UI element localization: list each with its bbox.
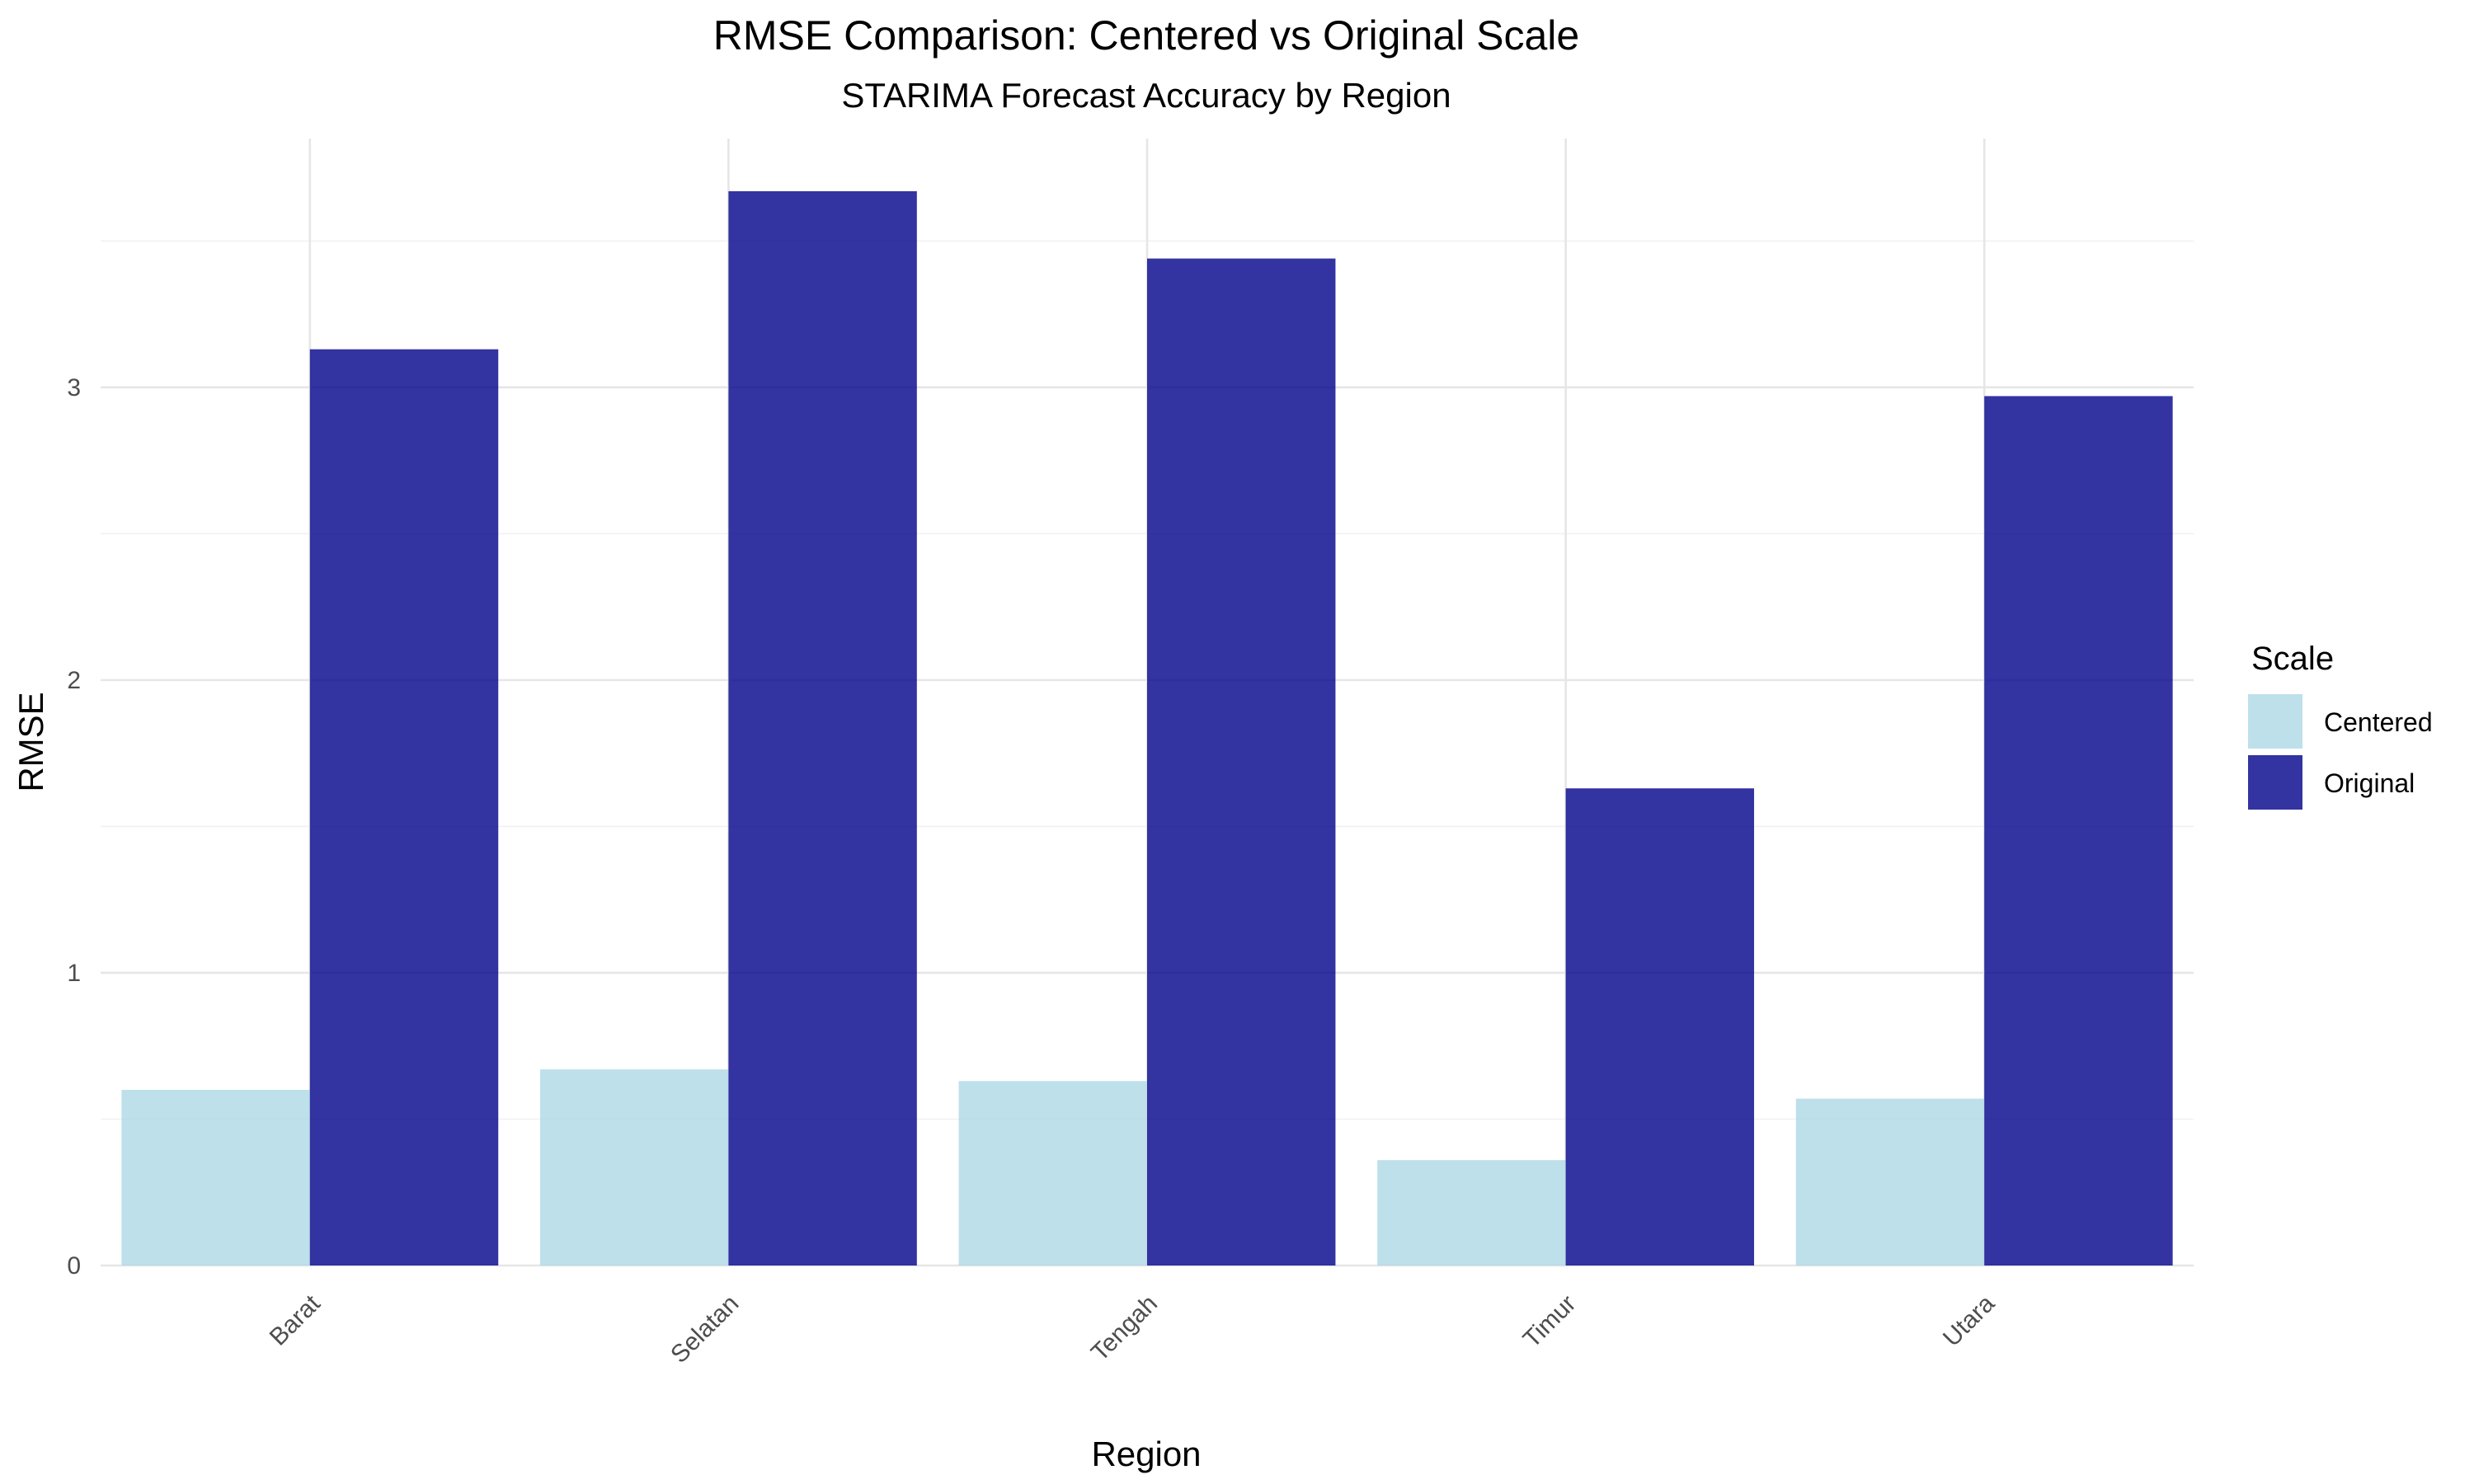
y-axis-ticks: 0 1 2 3 [67,374,81,1280]
x-axis-ticks: Barat Selatan Tengah Timur Utara [265,1289,2001,1369]
legend-label-original: Original [2324,768,2415,798]
bar-original-barat [309,349,499,1266]
x-tick-label: Selatan [666,1290,744,1369]
bar-original-timur [1565,788,1755,1266]
legend: Scale Centered Original [2248,641,2433,810]
x-axis-title: Region [1091,1435,1201,1473]
bar-centered-tengah [958,1081,1147,1266]
x-tick-label: Barat [265,1289,327,1351]
bar-centered-utara [1795,1098,1985,1266]
y-tick-label: 1 [67,960,81,987]
x-tick-label: Tengah [1086,1290,1163,1367]
y-tick-label: 2 [67,667,81,694]
legend-key-original [2248,755,2302,810]
chart-subtitle: STARIMA Forecast Accuracy by Region [841,76,1451,115]
legend-label-centered: Centered [2324,707,2433,737]
legend-title: Scale [2251,641,2334,677]
bar-centered-barat [121,1089,310,1266]
chart-title: RMSE Comparison: Centered vs Original Sc… [713,12,1579,59]
bar-original-utara [1984,396,2173,1266]
bar-original-selatan [728,190,917,1266]
y-axis-title: RMSE [12,692,50,791]
x-tick-label: Timur [1518,1290,1582,1354]
bar-original-tengah [1147,258,1336,1266]
bar-centered-selatan [539,1069,729,1266]
x-tick-label: Utara [1938,1289,2000,1351]
y-tick-label: 3 [67,374,81,402]
bars [121,190,2173,1266]
bar-centered-timur [1377,1160,1566,1266]
legend-key-centered [2248,694,2302,749]
y-tick-label: 0 [67,1252,81,1280]
